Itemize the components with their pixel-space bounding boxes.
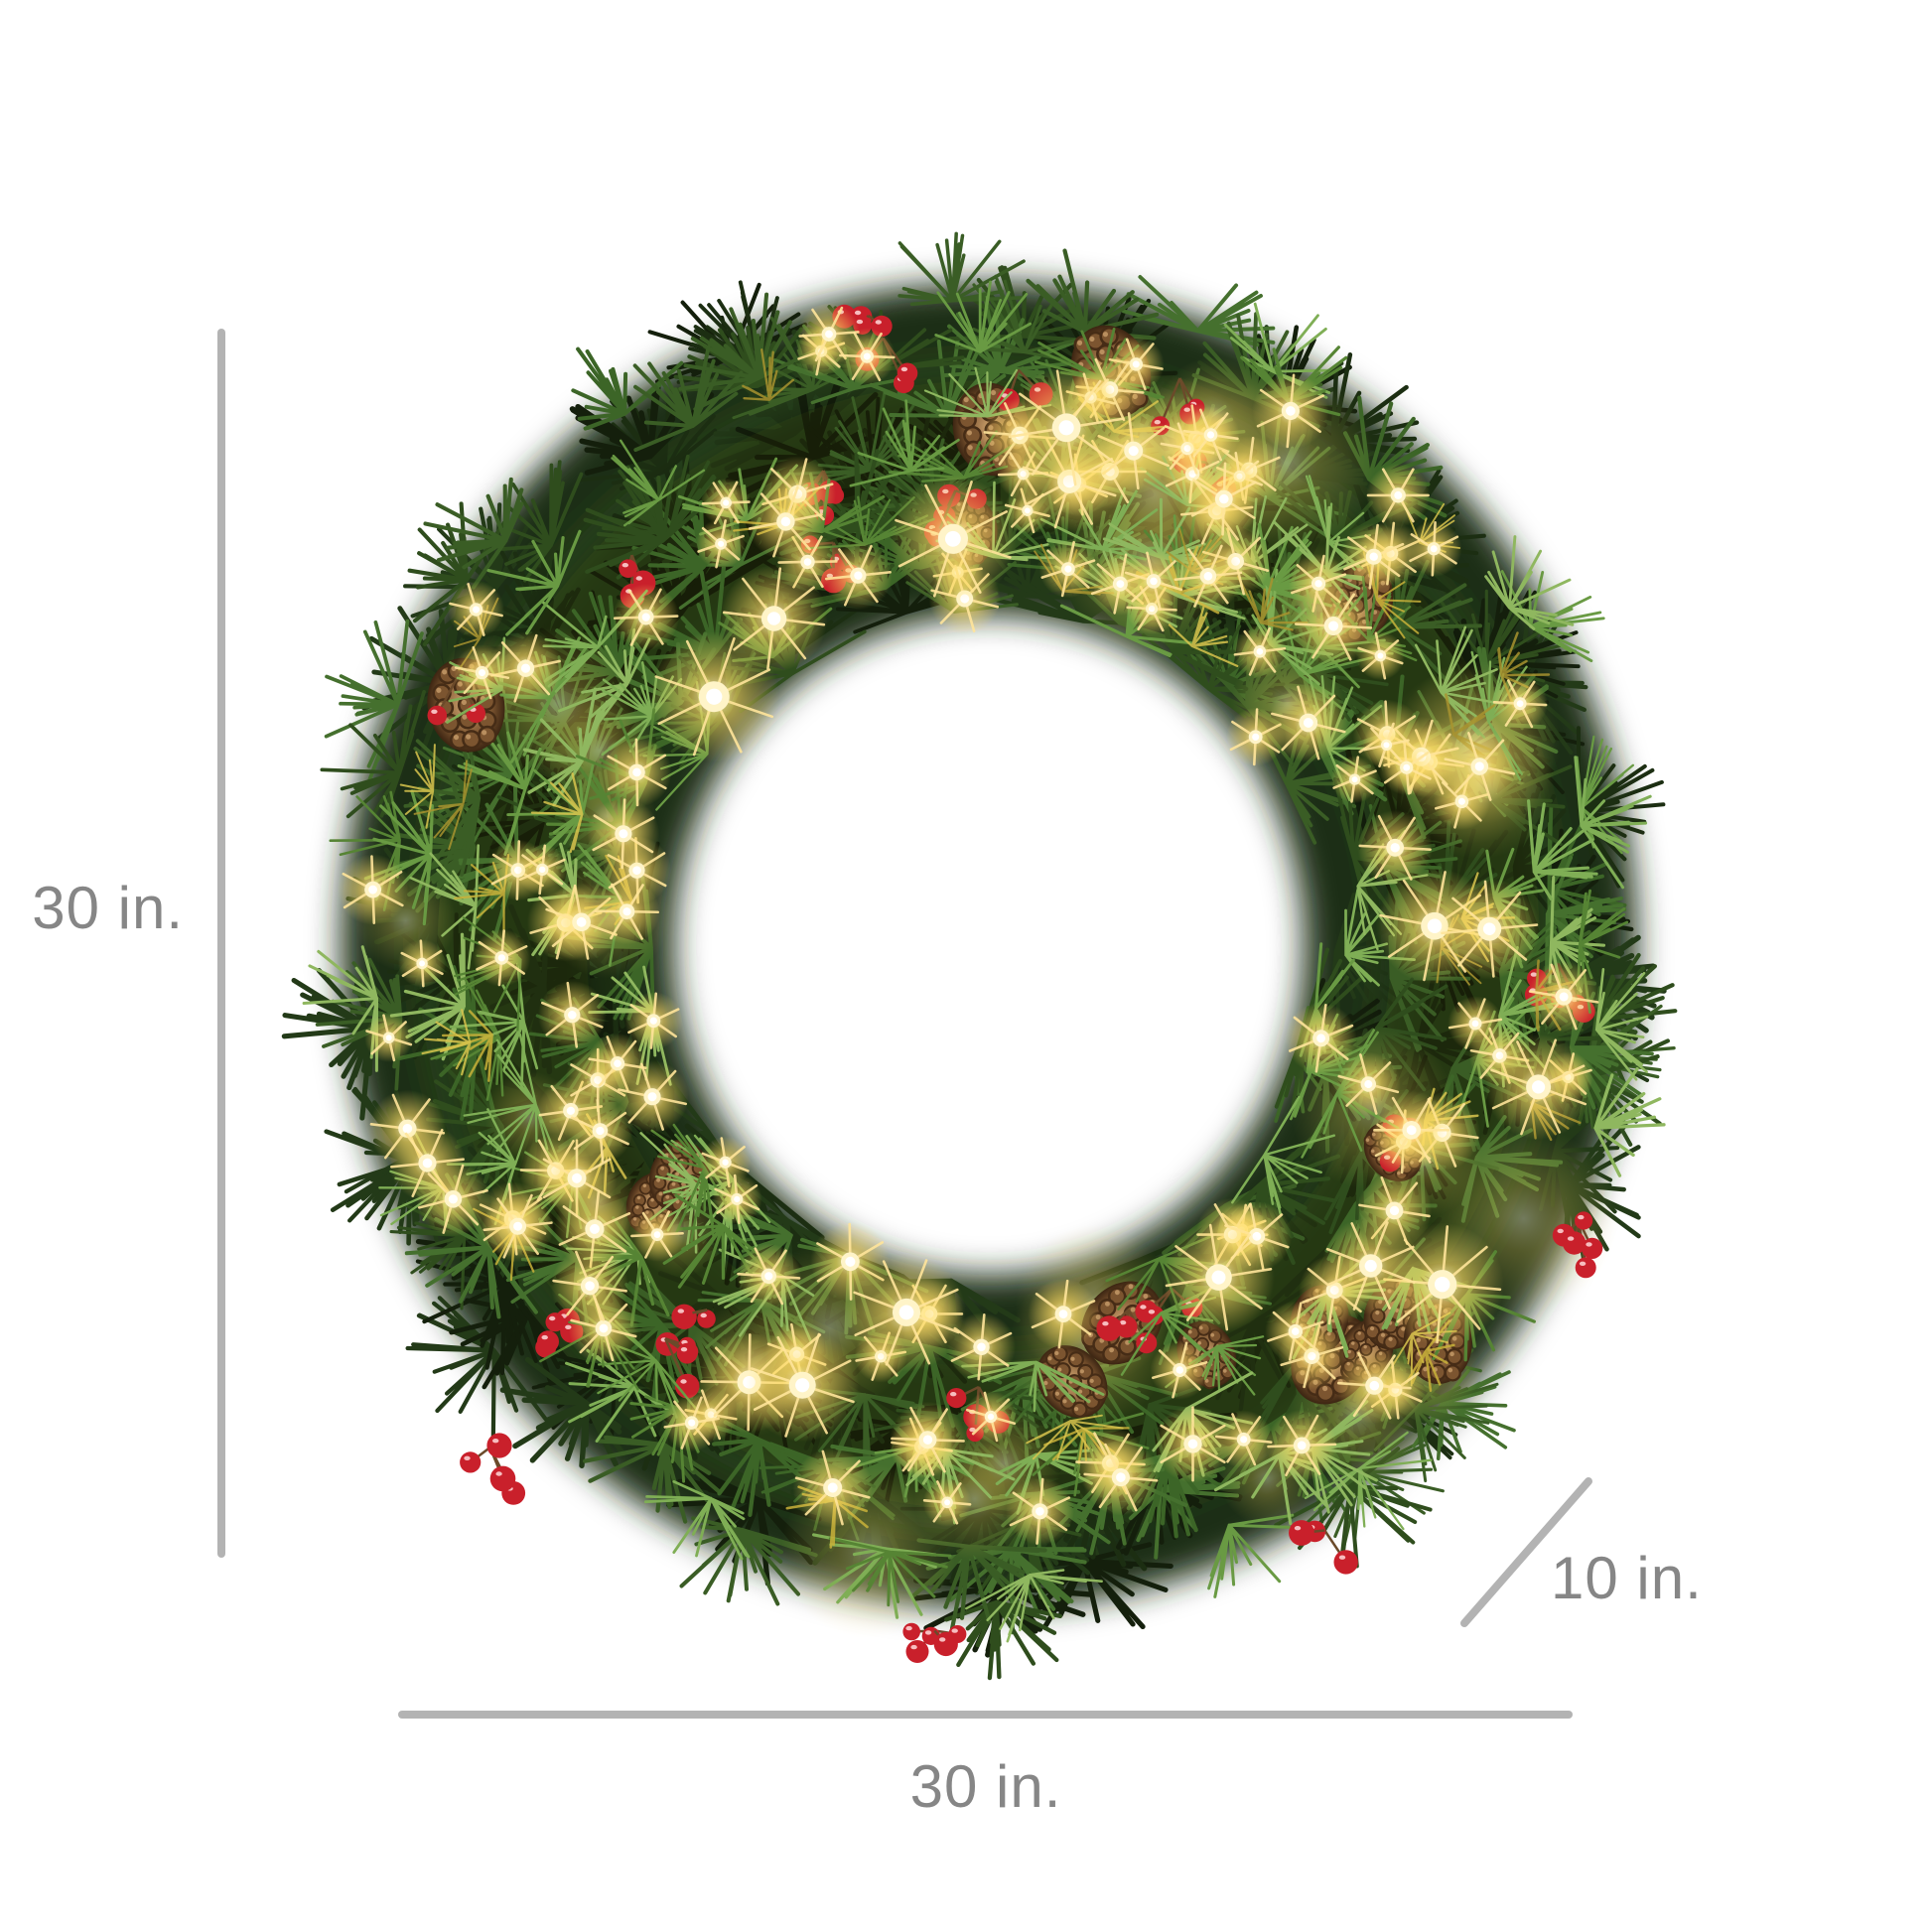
depth-dimension-label: 10 in. bbox=[1551, 1545, 1703, 1611]
width-dimension-label: 30 in. bbox=[909, 1753, 1062, 1820]
wreath-artwork bbox=[281, 231, 1678, 1681]
depth-dimension-line bbox=[1460, 1477, 1592, 1627]
height-dimension-label: 30 in. bbox=[32, 875, 184, 941]
dimension-lines bbox=[217, 329, 1592, 1719]
